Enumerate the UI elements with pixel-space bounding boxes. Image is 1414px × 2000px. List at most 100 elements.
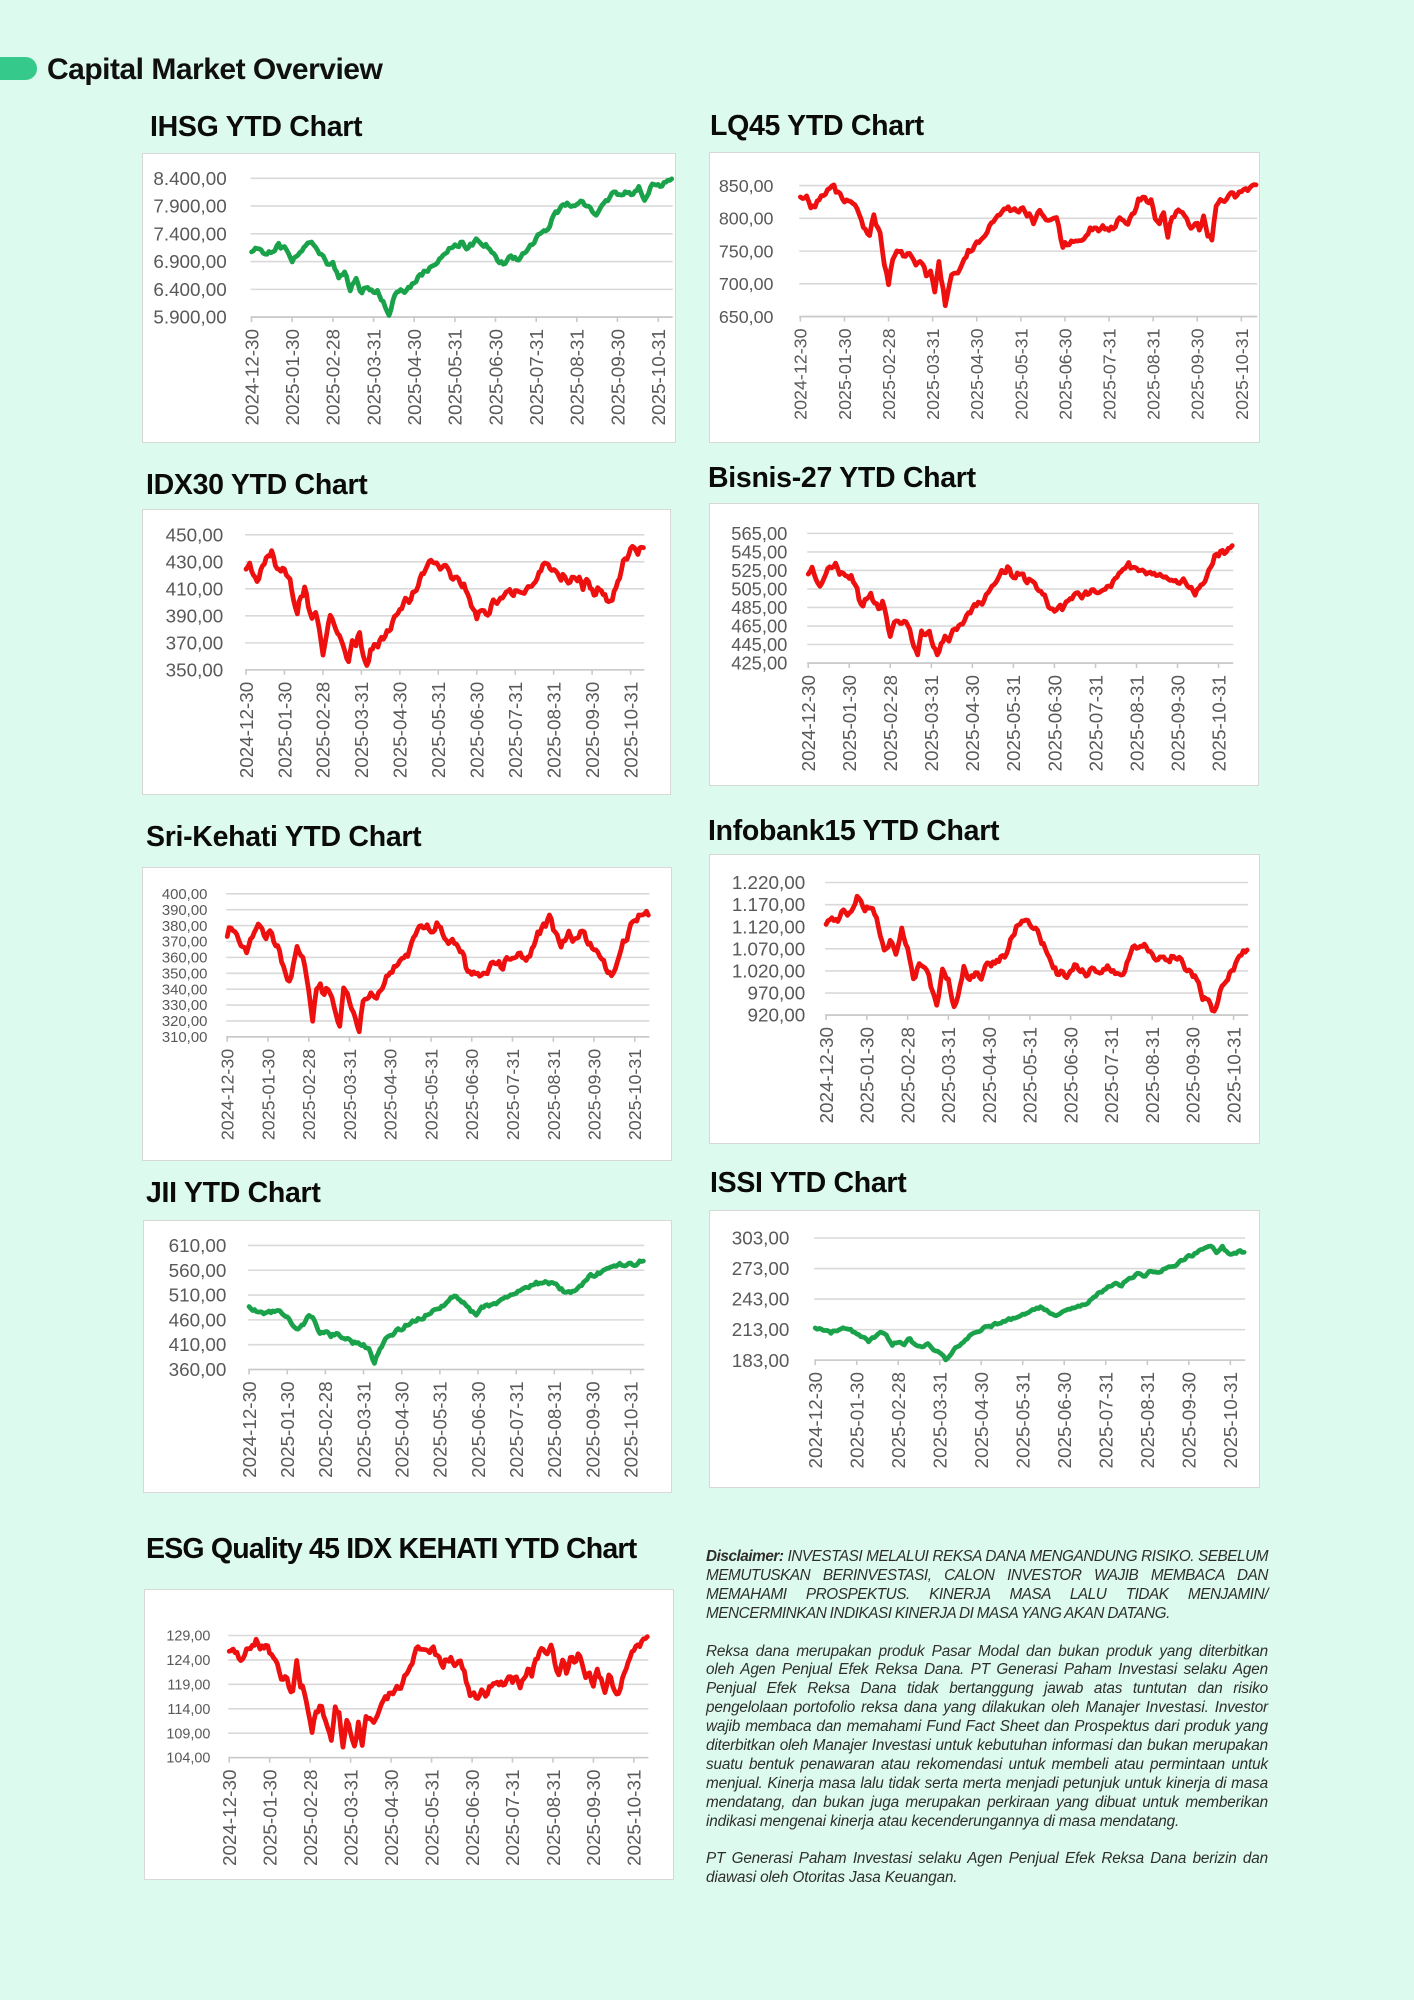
svg-text:104,00: 104,00	[166, 1751, 210, 1767]
svg-text:750,00: 750,00	[719, 241, 774, 261]
svg-text:2025-01-30: 2025-01-30	[258, 1049, 278, 1140]
svg-text:2025-02-28: 2025-02-28	[897, 1027, 918, 1123]
svg-text:410,00: 410,00	[166, 578, 224, 599]
svg-text:2025-09-30: 2025-09-30	[1188, 328, 1208, 419]
svg-text:2025-06-30: 2025-06-30	[462, 1770, 483, 1866]
svg-text:2025-07-31: 2025-07-31	[503, 1049, 523, 1140]
svg-text:119,00: 119,00	[167, 1677, 210, 1693]
svg-text:2024-12-30: 2024-12-30	[805, 1372, 826, 1468]
svg-text:2025-09-30: 2025-09-30	[582, 1381, 603, 1477]
svg-text:2025-05-31: 2025-05-31	[1013, 1372, 1034, 1468]
svg-text:2025-08-31: 2025-08-31	[544, 1049, 564, 1140]
svg-text:2025-05-31: 2025-05-31	[1011, 328, 1031, 419]
svg-text:2025-04-30: 2025-04-30	[390, 682, 411, 778]
svg-text:2025-09-30: 2025-09-30	[607, 329, 628, 425]
svg-text:390,00: 390,00	[166, 605, 224, 626]
svg-text:2025-02-28: 2025-02-28	[888, 1372, 909, 1468]
svg-text:445,00: 445,00	[731, 634, 787, 655]
svg-text:2025-01-30: 2025-01-30	[835, 328, 855, 419]
svg-text:1.120,00: 1.120,00	[732, 916, 805, 937]
svg-text:2025-10-31: 2025-10-31	[1232, 328, 1252, 419]
svg-text:920,00: 920,00	[748, 1005, 806, 1026]
svg-text:2025-02-28: 2025-02-28	[323, 329, 344, 425]
svg-text:2025-10-31: 2025-10-31	[624, 1770, 645, 1866]
svg-text:2025-01-30: 2025-01-30	[282, 329, 303, 425]
svg-text:450,00: 450,00	[166, 524, 224, 545]
svg-text:6.900,00: 6.900,00	[153, 251, 226, 272]
svg-text:2025-07-31: 2025-07-31	[1085, 675, 1106, 771]
svg-text:2025-09-30: 2025-09-30	[1183, 1027, 1204, 1123]
svg-text:2025-09-30: 2025-09-30	[584, 1049, 604, 1140]
svg-text:2025-04-30: 2025-04-30	[971, 1372, 992, 1468]
svg-text:1.220,00: 1.220,00	[732, 872, 805, 893]
svg-text:320,00: 320,00	[162, 1014, 207, 1030]
svg-text:330,00: 330,00	[162, 998, 207, 1014]
svg-text:8.400,00: 8.400,00	[153, 168, 226, 189]
svg-text:310,00: 310,00	[162, 1030, 207, 1046]
svg-text:430,00: 430,00	[166, 551, 224, 572]
svg-text:465,00: 465,00	[731, 615, 787, 636]
svg-text:2025-07-31: 2025-07-31	[1096, 1372, 1117, 1468]
svg-text:2025-07-31: 2025-07-31	[1101, 1027, 1122, 1123]
svg-text:2025-06-30: 2025-06-30	[1054, 1372, 1075, 1468]
svg-text:2025-05-31: 2025-05-31	[428, 682, 449, 778]
svg-text:243,00: 243,00	[732, 1289, 790, 1310]
svg-text:2024-12-30: 2024-12-30	[218, 1049, 238, 1140]
svg-text:2025-08-31: 2025-08-31	[1144, 328, 1164, 419]
svg-text:2025-04-30: 2025-04-30	[962, 675, 983, 771]
svg-text:7.400,00: 7.400,00	[153, 223, 226, 244]
svg-text:6.400,00: 6.400,00	[153, 279, 226, 300]
svg-text:340,00: 340,00	[162, 982, 207, 998]
svg-text:2025-08-31: 2025-08-31	[544, 1381, 565, 1477]
svg-text:303,00: 303,00	[732, 1228, 790, 1249]
svg-text:2024-12-30: 2024-12-30	[798, 675, 819, 771]
svg-text:2025-04-30: 2025-04-30	[381, 1770, 402, 1866]
svg-text:2025-06-30: 2025-06-30	[467, 682, 488, 778]
svg-text:2025-10-31: 2025-10-31	[620, 1381, 641, 1477]
svg-text:2025-03-31: 2025-03-31	[351, 682, 372, 778]
svg-text:2025-01-30: 2025-01-30	[260, 1770, 281, 1866]
svg-text:485,00: 485,00	[731, 597, 787, 618]
svg-text:2025-05-31: 2025-05-31	[1020, 1027, 1041, 1123]
svg-text:2025-10-31: 2025-10-31	[1208, 675, 1229, 771]
svg-text:2025-04-30: 2025-04-30	[391, 1381, 412, 1477]
svg-text:2025-04-30: 2025-04-30	[381, 1049, 401, 1140]
svg-text:2025-08-31: 2025-08-31	[1137, 1372, 1158, 1468]
svg-text:2025-09-30: 2025-09-30	[582, 682, 603, 778]
svg-text:2025-08-31: 2025-08-31	[1126, 675, 1147, 771]
svg-text:2025-10-31: 2025-10-31	[648, 329, 669, 425]
svg-text:2025-02-28: 2025-02-28	[879, 328, 899, 419]
svg-text:2024-12-30: 2024-12-30	[241, 329, 262, 425]
svg-text:370,00: 370,00	[162, 935, 207, 951]
svg-text:650,00: 650,00	[719, 307, 774, 327]
svg-text:2025-06-30: 2025-06-30	[485, 329, 506, 425]
svg-text:2025-02-28: 2025-02-28	[299, 1049, 319, 1140]
svg-text:360,00: 360,00	[169, 1359, 227, 1380]
svg-text:2025-06-30: 2025-06-30	[1055, 328, 1075, 419]
svg-text:2025-02-28: 2025-02-28	[315, 1381, 336, 1477]
svg-text:350,00: 350,00	[162, 966, 207, 982]
svg-text:1.070,00: 1.070,00	[732, 938, 805, 959]
svg-text:2025-10-31: 2025-10-31	[1223, 1027, 1244, 1123]
svg-text:2025-05-31: 2025-05-31	[430, 1381, 451, 1477]
svg-text:2025-02-28: 2025-02-28	[313, 682, 334, 778]
svg-text:700,00: 700,00	[719, 274, 774, 294]
svg-text:2025-06-30: 2025-06-30	[1044, 675, 1065, 771]
svg-text:2025-05-31: 2025-05-31	[445, 329, 466, 425]
svg-text:800,00: 800,00	[719, 209, 774, 229]
svg-text:273,00: 273,00	[732, 1258, 790, 1279]
svg-text:2025-09-30: 2025-09-30	[583, 1770, 604, 1866]
svg-text:525,00: 525,00	[731, 560, 787, 581]
svg-text:2025-01-30: 2025-01-30	[274, 682, 295, 778]
svg-text:2025-08-31: 2025-08-31	[567, 329, 588, 425]
svg-text:970,00: 970,00	[748, 983, 806, 1004]
svg-text:7.900,00: 7.900,00	[153, 196, 226, 217]
svg-text:2025-07-31: 2025-07-31	[505, 682, 526, 778]
svg-text:129,00: 129,00	[166, 1629, 210, 1645]
svg-text:610,00: 610,00	[169, 1235, 227, 1256]
svg-text:5.900,00: 5.900,00	[153, 307, 226, 328]
svg-text:2025-08-31: 2025-08-31	[1142, 1027, 1163, 1123]
svg-text:2024-12-30: 2024-12-30	[219, 1770, 240, 1866]
svg-text:2025-07-31: 2025-07-31	[526, 329, 547, 425]
svg-text:360,00: 360,00	[162, 951, 207, 967]
